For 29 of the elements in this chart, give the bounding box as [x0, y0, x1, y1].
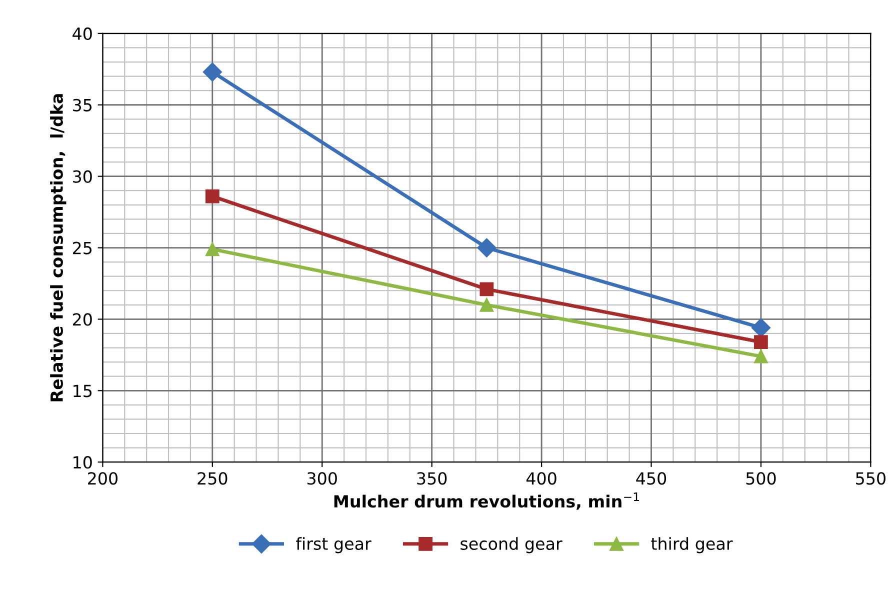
point	[480, 282, 494, 296]
point	[202, 62, 222, 82]
x-tick-label: 250	[198, 472, 228, 485]
y-tick-label: 40	[72, 27, 92, 40]
point	[480, 298, 494, 312]
x-axis-title: Mulcher drum revolutions, min$^{−1}$	[334, 492, 639, 510]
x-tick-label: 350	[417, 472, 447, 485]
point	[205, 189, 220, 204]
x-tick-label: 300	[307, 472, 337, 485]
y-tick-label: 10	[74, 456, 92, 469]
legend-label: second gear	[460, 537, 562, 554]
y-tick-label: 35	[73, 98, 92, 112]
y-tick-label: 15	[74, 384, 92, 398]
legend-label: first gear	[296, 537, 372, 554]
x-tick-label: 200	[88, 472, 118, 485]
y-tick-label: 20	[72, 313, 92, 326]
point	[205, 242, 220, 256]
y-axis-title: Relative fuel consumption, l/dka	[50, 94, 66, 402]
x-tick-label: 400	[526, 472, 556, 485]
point	[477, 238, 496, 258]
y-tick-label: 30	[73, 170, 92, 183]
point	[751, 318, 770, 338]
x-tick-label: 450	[636, 472, 666, 485]
point	[754, 335, 768, 350]
point	[754, 349, 768, 364]
x-tick-label: 550	[856, 472, 886, 485]
legend-label: third gear	[651, 537, 733, 554]
y-tick-label: 25	[72, 242, 92, 254]
x-tick-label: 500	[746, 472, 776, 485]
